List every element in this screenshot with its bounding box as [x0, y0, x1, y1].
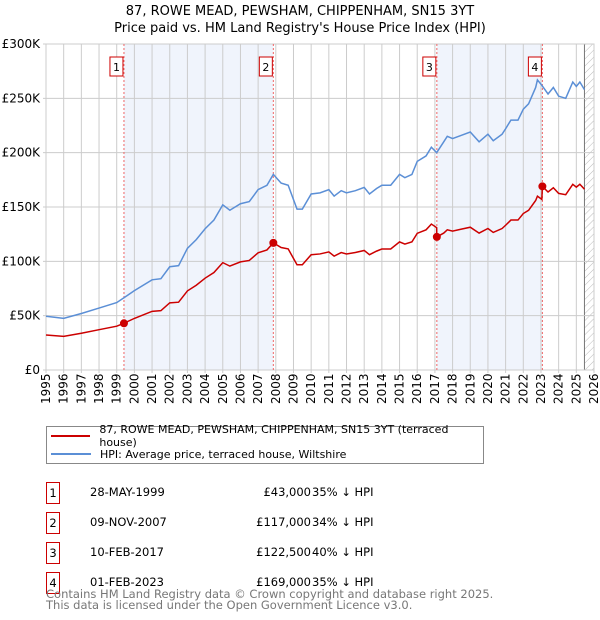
sale-price: £43,000 [263, 485, 311, 499]
legend-item-property: 87, ROWE MEAD, PEWSHAM, CHIPPENHAM, SN15… [51, 423, 483, 449]
x-tick-label: 2012 [340, 373, 354, 404]
sale-label-box: 2 [258, 56, 273, 77]
x-tick-label: 2024 [552, 373, 566, 404]
price-chart: 1995 1996 1997 1998 1999 2000 2001 2002 2003 2004… [2, 37, 600, 404]
x-tick-label: 2025 [569, 373, 583, 404]
plot-border [45, 43, 595, 371]
sale-marker: 3 [46, 542, 60, 564]
chart-subtitle: Price paid vs. HM Land Registry's House … [114, 21, 486, 36]
y-tick-label: £200K [2, 146, 42, 160]
x-tick-label: 2022 [516, 373, 530, 404]
x-tick-label: 2026 [587, 373, 600, 404]
sale-label-border [422, 56, 437, 77]
footer-line2: This data is licensed under the Open Gov… [46, 598, 413, 612]
sale-price: £169,000 [256, 575, 311, 589]
x-tick-label: 2017 [428, 373, 442, 404]
x-tick-label: 2011 [322, 373, 336, 404]
sale-label-border [258, 56, 273, 77]
x-tick-label: 2021 [499, 373, 513, 404]
chart-title: 87, ROWE MEAD, PEWSHAM, CHIPPENHAM, SN15… [125, 4, 475, 19]
x-tick-label: 1997 [74, 373, 88, 404]
x-tick-label: 2007 [251, 373, 265, 404]
footer-line1: Contains HM Land Registry data © Crown c… [46, 587, 494, 601]
x-tick-label: 2004 [198, 373, 212, 404]
sale-point [119, 319, 128, 328]
x-tick-label: 2005 [216, 373, 230, 404]
sale-point [269, 238, 278, 247]
sale-marker: 4 [46, 572, 60, 594]
x-tick-label: 2018 [446, 373, 460, 404]
legend-item-hpi: HPI: Average price, terraced house, Wilt… [51, 445, 346, 463]
legend-label: 87, ROWE MEAD, PEWSHAM, CHIPPENHAM, SN15… [99, 423, 449, 449]
x-tick-label: 2001 [145, 373, 159, 404]
sale-delta: 40% ↓ HPI [312, 545, 374, 559]
x-tick-label: 2002 [163, 373, 177, 404]
sale-price: £117,000 [256, 515, 311, 529]
y-tick-label: £250K [2, 91, 42, 105]
legend-swatch-red [51, 435, 91, 437]
sale-price: £122,500 [256, 545, 311, 559]
x-tick-label: 1995 [39, 373, 53, 404]
sale-marker: 2 [46, 512, 60, 534]
sale-label: 3 [426, 61, 433, 74]
series-line [45, 183, 586, 338]
x-tick-label: 2009 [286, 373, 300, 404]
footer: Contains HM Land Registry data © Crown c… [46, 587, 494, 612]
x-tick-label: 2014 [375, 373, 389, 404]
x-tick-label: 2015 [393, 373, 407, 404]
series-line [45, 78, 586, 320]
x-tick-label: 2010 [304, 373, 318, 404]
legend: 87, ROWE MEAD, PEWSHAM, CHIPPENHAM, SN15… [46, 423, 484, 464]
x-tick-label: 2019 [463, 373, 477, 404]
y-tick-label: £50K [9, 309, 41, 323]
x-tick-label: 2006 [233, 373, 247, 404]
x-tick-label: 2000 [127, 373, 141, 404]
sale-label: 1 [113, 61, 120, 74]
x-tick-label: 1999 [110, 373, 124, 404]
y-tick-label: £0 [25, 363, 40, 377]
legend-swatch-blue [51, 453, 91, 455]
x-tick-label: 1998 [92, 373, 106, 404]
x-tick-label: 2008 [269, 373, 283, 404]
sale-date: 09-NOV-2007 [90, 515, 167, 529]
x-tick-label: 2016 [410, 373, 424, 404]
sale-label-box: 1 [109, 56, 124, 77]
sale-date: 28-MAY-1999 [90, 485, 165, 499]
sale-point [538, 182, 547, 191]
sale-marker: 1 [46, 482, 60, 504]
sale-label-box: 3 [422, 56, 437, 77]
sale-delta: 35% ↓ HPI [312, 485, 374, 499]
sale-point [432, 232, 441, 241]
y-tick-label: £100K [2, 254, 42, 268]
sale-label-border [109, 56, 124, 77]
legend-label: HPI: Average price, terraced house, Wilt… [100, 447, 347, 461]
sale-label-border [527, 56, 542, 77]
sale-delta: 34% ↓ HPI [312, 515, 374, 529]
x-tick-label: 2023 [534, 373, 548, 404]
x-tick-label: 2013 [357, 373, 371, 404]
sale-label: 2 [262, 61, 269, 74]
sale-label: 4 [531, 61, 538, 74]
sale-delta: 35% ↓ HPI [312, 575, 374, 589]
sale-label-box: 4 [527, 56, 542, 77]
x-tick-label: 1996 [57, 373, 71, 404]
x-tick-label: 2003 [180, 373, 194, 404]
x-tick-label: 2020 [481, 373, 495, 404]
sale-date: 01-FEB-2023 [90, 575, 164, 589]
y-tick-label: £150K [2, 200, 42, 214]
y-tick-label: £300K [2, 37, 42, 51]
sale-date: 10-FEB-2017 [90, 545, 164, 559]
